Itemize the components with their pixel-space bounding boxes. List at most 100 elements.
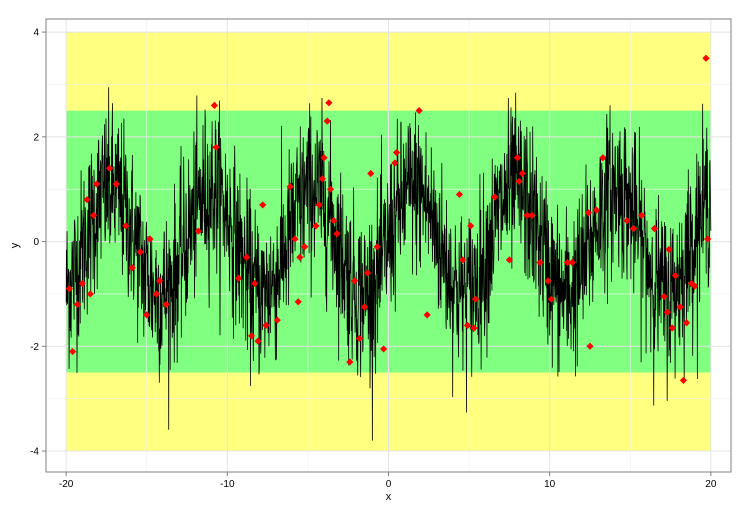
data-point: [89, 211, 98, 219]
y-tick-label: 0: [33, 237, 39, 248]
data-point: [106, 164, 114, 172]
data-point: [65, 285, 73, 293]
data-point: [194, 227, 202, 235]
data-point: [128, 264, 136, 272]
data-point: [702, 54, 710, 62]
data-point: [663, 308, 671, 316]
data-point: [262, 321, 270, 329]
y-axis-title: y: [9, 242, 21, 248]
x-axis-title: x: [386, 491, 392, 503]
y-tick-label: -2: [30, 342, 39, 353]
x-tick-label: 10: [544, 479, 556, 490]
data-point: [623, 217, 631, 225]
data-point: [210, 101, 219, 110]
data-point: [291, 235, 299, 243]
data-point: [373, 243, 381, 251]
x-tick-label: 20: [705, 479, 717, 490]
line-series: [65, 87, 712, 441]
data-point: [691, 282, 699, 290]
data-point: [333, 230, 341, 238]
data-point: [146, 235, 154, 243]
data-point: [423, 311, 431, 319]
data-point: [599, 154, 607, 162]
data-point: [415, 107, 423, 115]
data-point: [122, 222, 130, 230]
x-tick-label: 0: [386, 479, 392, 490]
data-point: [286, 182, 294, 191]
data-point: [156, 277, 164, 285]
data-point: [568, 258, 576, 267]
data-point: [301, 243, 309, 251]
data-point: [455, 190, 464, 199]
data-point: [505, 256, 513, 264]
data-point: [380, 345, 388, 353]
data-point: [243, 253, 251, 261]
data-point: [471, 295, 480, 303]
data-point: [660, 292, 668, 301]
data-point: [212, 143, 220, 151]
data-point: [491, 193, 499, 201]
data-point: [629, 224, 638, 233]
data-point: [259, 201, 267, 209]
data-point: [515, 177, 523, 185]
data-point: [162, 300, 170, 309]
series-line: [65, 87, 712, 441]
data-point: [650, 224, 659, 233]
y-tick-label: -4: [30, 447, 39, 458]
data-point: [294, 298, 302, 306]
data-point: [325, 99, 333, 107]
data-point: [326, 185, 335, 193]
data-point: [544, 277, 552, 285]
data-point: [463, 321, 472, 329]
data-point: [251, 279, 259, 288]
data-point: [330, 217, 338, 225]
data-point: [547, 295, 555, 303]
data-point: [312, 222, 320, 230]
data-point: [592, 206, 601, 214]
data-point: [247, 332, 256, 340]
data-point: [73, 300, 82, 309]
data-point: [528, 211, 536, 219]
data-point: [86, 290, 94, 298]
data-point: [78, 279, 86, 288]
data-point: [318, 175, 327, 183]
data-point: [704, 235, 712, 243]
data-point: [323, 117, 331, 125]
data-point: [467, 222, 475, 230]
data-point: [351, 277, 359, 285]
data-point: [112, 180, 120, 188]
data-point: [671, 272, 679, 280]
data-point: [586, 342, 594, 350]
data-point: [83, 196, 91, 204]
data-point: [93, 180, 101, 188]
data-point: [235, 274, 243, 282]
points: [65, 54, 712, 384]
data-point: [254, 337, 262, 345]
x-tick-label: -10: [220, 479, 235, 490]
data-point: [367, 169, 375, 178]
data-point: [152, 290, 161, 298]
data-point: [523, 211, 531, 219]
data-point: [679, 376, 688, 384]
x-tick-label: -20: [59, 479, 74, 490]
data-point: [536, 258, 544, 267]
data-point: [513, 154, 522, 162]
data-point: [668, 324, 676, 332]
data-point: [676, 303, 684, 311]
data-point: [637, 211, 646, 219]
data-point: [470, 324, 478, 332]
data-point: [143, 311, 151, 319]
data-point: [363, 269, 372, 277]
data-point: [584, 209, 592, 217]
data-point: [360, 303, 368, 311]
data-point: [68, 347, 77, 356]
data-point: [563, 258, 572, 267]
data-point: [315, 201, 323, 209]
y-tick-label: 4: [33, 28, 39, 39]
data-point: [518, 169, 526, 178]
data-point: [355, 334, 364, 343]
y-axis: -4 -2 0 2 4: [30, 28, 46, 458]
data-point: [136, 248, 144, 256]
data-point: [346, 358, 354, 366]
